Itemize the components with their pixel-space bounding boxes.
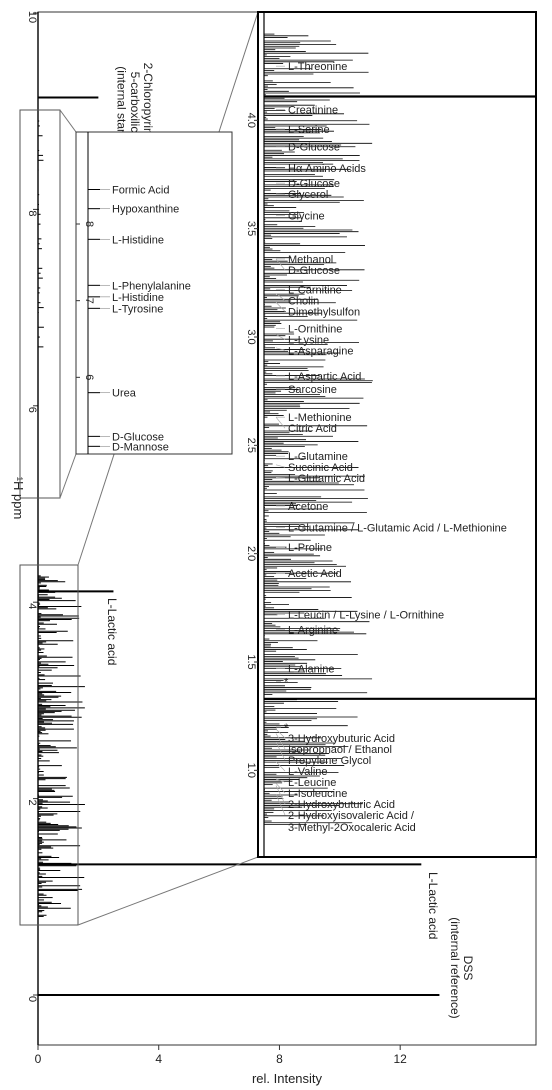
aliphatic-compound-label: Creatinine: [288, 105, 338, 117]
x-tick-label: 0: [35, 1052, 42, 1066]
aliphatic-region-box: [19, 564, 79, 926]
x-tick-label: 12: [394, 1052, 408, 1066]
aromatic-inset-frame: [75, 131, 233, 455]
aliphatic-compound-label: L-Asparagine: [288, 345, 353, 357]
aliphatic-compound-label: Glycine: [288, 211, 325, 223]
aliphatic-compound-label: D-Glucose: [288, 265, 340, 277]
aliphatic-tick-label: 3.0: [245, 329, 257, 344]
aliphatic-compound-label: L-Threonine: [288, 61, 347, 73]
aromatic-compound-label: L-Tyrosine: [112, 303, 163, 315]
aliphatic-leader: [275, 778, 286, 783]
aliphatic-tick-label: 1.5: [245, 654, 257, 669]
aliphatic-compound-label: 2-Hydroxyisovaleric Acid /3-Methyl-2Oxoc…: [288, 810, 416, 834]
aromatic-tick-label: 6: [83, 374, 95, 380]
aliphatic-compound-label: L-Carnitine: [288, 284, 342, 296]
x-tick-label: 4: [155, 1052, 162, 1066]
aliphatic-compound-label: L-Glutamine / L-Glutamic Acid / L-Methio…: [288, 523, 507, 535]
aliphatic-compound-label: L-Valine: [288, 766, 328, 778]
zoom-connector: [77, 856, 259, 926]
aliphatic-compound-label: L-Alanine: [288, 664, 334, 676]
aliphatic-compound-label: L-Methionine: [288, 412, 352, 424]
aliphatic-compound-label: D-Glucose: [288, 141, 340, 153]
aliphatic-leader: [275, 728, 286, 739]
aromatic-region-box: [19, 109, 61, 499]
y-tick-label: 8: [26, 210, 38, 216]
aliphatic-leader: [275, 347, 286, 351]
aliphatic-compound-label: L-Leucine: [288, 777, 336, 789]
aliphatic-compound-label: L-Arginine: [288, 625, 338, 637]
aromatic-tick-label: 8: [83, 221, 95, 227]
aromatic-compound-label: D-Mannose: [112, 441, 169, 453]
aliphatic-leader: [275, 334, 286, 340]
aliphatic-compound-label: Succinic Acid: [288, 462, 353, 474]
aliphatic-compound-label: L-Proline: [288, 542, 332, 554]
x-tick-label: 8: [276, 1052, 283, 1066]
aliphatic-leader: [275, 464, 286, 468]
peak-label-lactic-acid-4: L-Lactic acid: [105, 598, 119, 665]
y-tick-label: 2: [26, 800, 38, 806]
aliphatic-compound-label: Hα Amino Acids: [288, 163, 366, 175]
aliphatic-leader: [275, 783, 286, 794]
aliphatic-tick-label: 3.5: [245, 221, 257, 236]
aliphatic-leader: [275, 742, 286, 761]
zoom-connector: [59, 453, 77, 499]
aliphatic-leader: [275, 761, 286, 772]
aliphatic-tick-label: 4.0: [245, 113, 257, 128]
aliphatic-compound-label: L-Serine: [288, 124, 330, 136]
x-axis-label: rel. Intensity: [252, 1071, 323, 1086]
aliphatic-compound-label: Citric Acid: [288, 423, 337, 435]
y-tick-label: 0: [26, 996, 38, 1002]
aliphatic-leader: [275, 733, 286, 750]
aliphatic-compound-label: Sarcosine: [288, 384, 337, 396]
y-tick-label: 6: [26, 407, 38, 413]
aromatic-compound-label: Urea: [112, 388, 137, 400]
aliphatic-compound-label: L-Aspartic Acid: [288, 371, 361, 383]
y-tick-label: 4: [26, 603, 38, 609]
aromatic-compound-label: Hypoxanthine: [112, 204, 179, 216]
aliphatic-compound-label: *: [284, 677, 289, 689]
aliphatic-compound-label: D-Glucose: [288, 178, 340, 190]
aliphatic-compound-label: L-Leucin / L-Lysine / L-Ornithine: [288, 609, 444, 621]
aliphatic-compound-label: Acetic Acid: [288, 568, 342, 580]
aliphatic-compound-label: L-Ornithine: [288, 323, 342, 335]
aliphatic-leader: [275, 416, 286, 429]
aliphatic-leader: [275, 258, 286, 271]
aromatic-compound-label: Formic Acid: [112, 185, 169, 197]
aromatic-tick-label: 7: [83, 298, 95, 304]
aliphatic-compound-label: L-Isoleucine: [288, 788, 347, 800]
aliphatic-compound-label: 2-Hydroxybuturic Acid: [288, 799, 395, 811]
aliphatic-compound-label: Dimethylsulfon: [288, 306, 360, 318]
aliphatic-tick-label: 2.5: [245, 438, 257, 453]
aromatic-compound-label: L-Histidine: [112, 292, 164, 304]
aliphatic-leader: [275, 302, 286, 312]
aliphatic-compound-label: Glycerol: [288, 189, 328, 201]
main-spectrum: [37, 12, 440, 1045]
aliphatic-compound-label: L-Glutamine: [288, 451, 348, 463]
aliphatic-leader: [275, 794, 286, 816]
aliphatic-compound-label: Propylene Glycol: [288, 755, 371, 767]
aliphatic-compound-label: L-Lysine: [288, 334, 329, 346]
peak-label-dss: DSS(internal reference): [448, 917, 475, 1018]
aliphatic-compound-label: *: [284, 722, 289, 734]
aliphatic-inset-frame: [257, 11, 537, 858]
aliphatic-compound-label: Cholin: [288, 295, 319, 307]
aliphatic-compound-label: Acetone: [288, 501, 328, 513]
y-tick-label: 10: [26, 11, 38, 23]
aromatic-compound-label: L-Phenylalanine: [112, 280, 191, 292]
zoom-connector: [59, 109, 77, 133]
aromatic-compound-label: D-Glucose: [112, 431, 164, 443]
peak-label-lactic-acid-1: L-Lactic acid: [426, 872, 440, 939]
aliphatic-compound-label: Isopropnaol / Ethanol: [288, 744, 392, 756]
y-axis-label: ¹H ppm: [11, 477, 26, 520]
aliphatic-leader: [275, 785, 286, 805]
aliphatic-tick-label: 1.0: [245, 763, 257, 778]
aliphatic-compound-label: L-Glutamic Acid: [288, 473, 365, 485]
aromatic-compound-label: L-Histidine: [112, 234, 164, 246]
aliphatic-compound-label: Methanol: [288, 254, 333, 266]
aliphatic-compound-label: 3-Hydroxybuturic Acid: [288, 733, 395, 745]
aliphatic-leader: [275, 293, 286, 301]
aliphatic-tick-label: 2.0: [245, 546, 257, 561]
